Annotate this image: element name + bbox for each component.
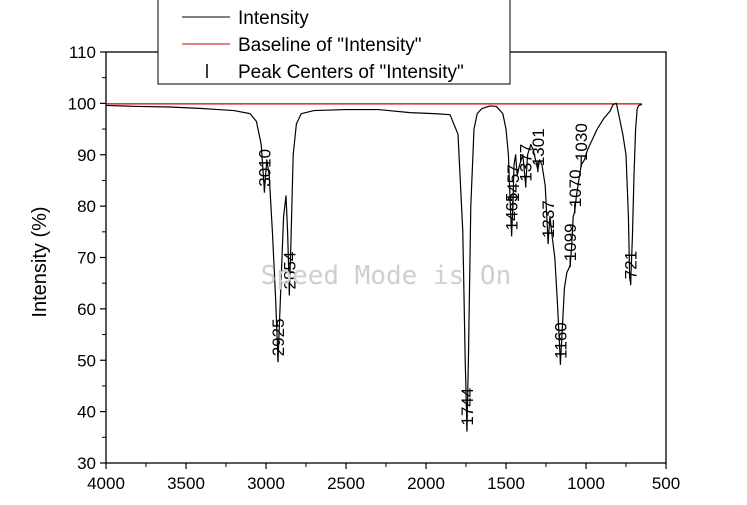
peak-center-label: 1160 bbox=[551, 322, 570, 359]
y-tick-label: 40 bbox=[77, 403, 96, 422]
series-layer bbox=[105, 102, 643, 431]
peak-center-label: 1377 bbox=[517, 144, 536, 182]
y-axis-title: Intensity (%) bbox=[29, 206, 51, 317]
x-tick-label: 3000 bbox=[247, 474, 285, 493]
x-tick-label: 4000 bbox=[87, 474, 125, 493]
peak-center-label: 1099 bbox=[561, 223, 580, 261]
x-tick-label: 2000 bbox=[407, 474, 445, 493]
peak-center-label: 1030 bbox=[572, 123, 591, 161]
y-tick-label: 50 bbox=[77, 351, 96, 370]
axis-ticks: 4000 3500 3000 2500 2000 1500 1000 500 30 40 50 60 7… bbox=[68, 43, 681, 493]
x-tick-label: 2500 bbox=[327, 474, 365, 493]
x-tick-label: 3500 bbox=[167, 474, 205, 493]
peak-center-label: 1301 bbox=[529, 128, 548, 166]
plot-frame-rect bbox=[105, 51, 667, 464]
legend-label-baseline: Baseline of "Intensity" bbox=[238, 35, 422, 56]
y-tick-label: 70 bbox=[77, 249, 96, 268]
x-tick-label: 1500 bbox=[487, 474, 525, 493]
legend-box bbox=[157, 0, 511, 85]
y-tick-label: 60 bbox=[77, 300, 96, 319]
peak-center-label: 1744 bbox=[458, 388, 477, 426]
peak-center-label: 2854 bbox=[280, 252, 299, 290]
peak-center-label: 1457 bbox=[504, 164, 523, 202]
peak-center-label: 3010 bbox=[255, 149, 274, 187]
y-tick-label: 90 bbox=[77, 146, 96, 165]
y-tick-label: 80 bbox=[77, 197, 96, 216]
peak-center-label: 1070 bbox=[566, 169, 585, 207]
x-tick-label: 500 bbox=[652, 474, 680, 493]
legend-label-peak-centers: Peak Centers of "Intensity" bbox=[238, 62, 464, 83]
peak-center-label: 1465 bbox=[503, 193, 522, 231]
y-tick-label: 100 bbox=[68, 94, 96, 113]
peak-center-label: 2925 bbox=[269, 318, 288, 356]
y-tick-label: 110 bbox=[69, 43, 96, 62]
peak-center-label: 721 bbox=[622, 251, 641, 279]
plot-frame bbox=[105, 51, 667, 464]
watermark-text: Speed Mode is On bbox=[261, 261, 511, 291]
y-tick-label: 30 bbox=[77, 454, 96, 473]
x-tick-label: 1000 bbox=[567, 474, 605, 493]
legend: Intensity Baseline of "Intensity" Peak C… bbox=[157, 0, 511, 85]
legend-label-intensity: Intensity bbox=[238, 8, 309, 29]
series-line-intensity bbox=[105, 102, 643, 431]
peak-center-label: 1237 bbox=[539, 200, 558, 238]
